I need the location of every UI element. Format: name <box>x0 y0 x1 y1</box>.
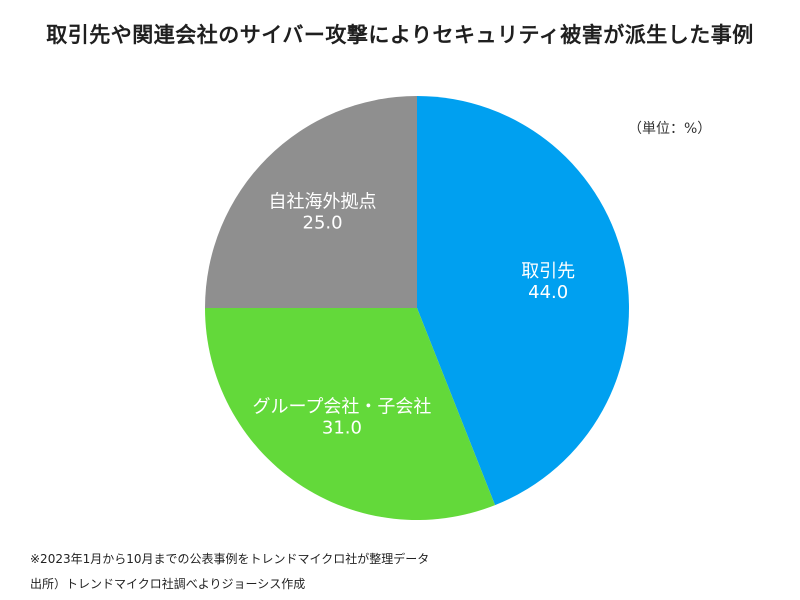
pie-slice-2 <box>205 308 496 521</box>
pie-slices <box>205 96 630 521</box>
footnote-source-note: ※2023年1月から10月までの公表事例をトレンドマイクロ社が整理データ <box>30 552 430 566</box>
pie-label-category-3: 自社海外拠点 <box>269 192 377 213</box>
pie-slice-1 <box>417 96 630 506</box>
pie-label-category-2: グループ会社・子会社 <box>252 396 431 417</box>
pie-slice-3 <box>205 96 417 308</box>
pie-label-value-2: 31.0 <box>322 417 362 438</box>
chart-title: 取引先や関連会社のサイバー攻撃によりセキュリティ被害が派生した事例 <box>46 23 754 47</box>
footnote-origin: 出所）トレンドマイクロ社調べよりジョーシス作成 <box>30 577 306 591</box>
pie-label-value-1: 44.0 <box>528 282 568 303</box>
pie-label-category-1: 取引先 <box>521 261 575 282</box>
pie-label-value-3: 25.0 <box>303 213 343 234</box>
unit-label: （単位：%） <box>628 121 712 137</box>
